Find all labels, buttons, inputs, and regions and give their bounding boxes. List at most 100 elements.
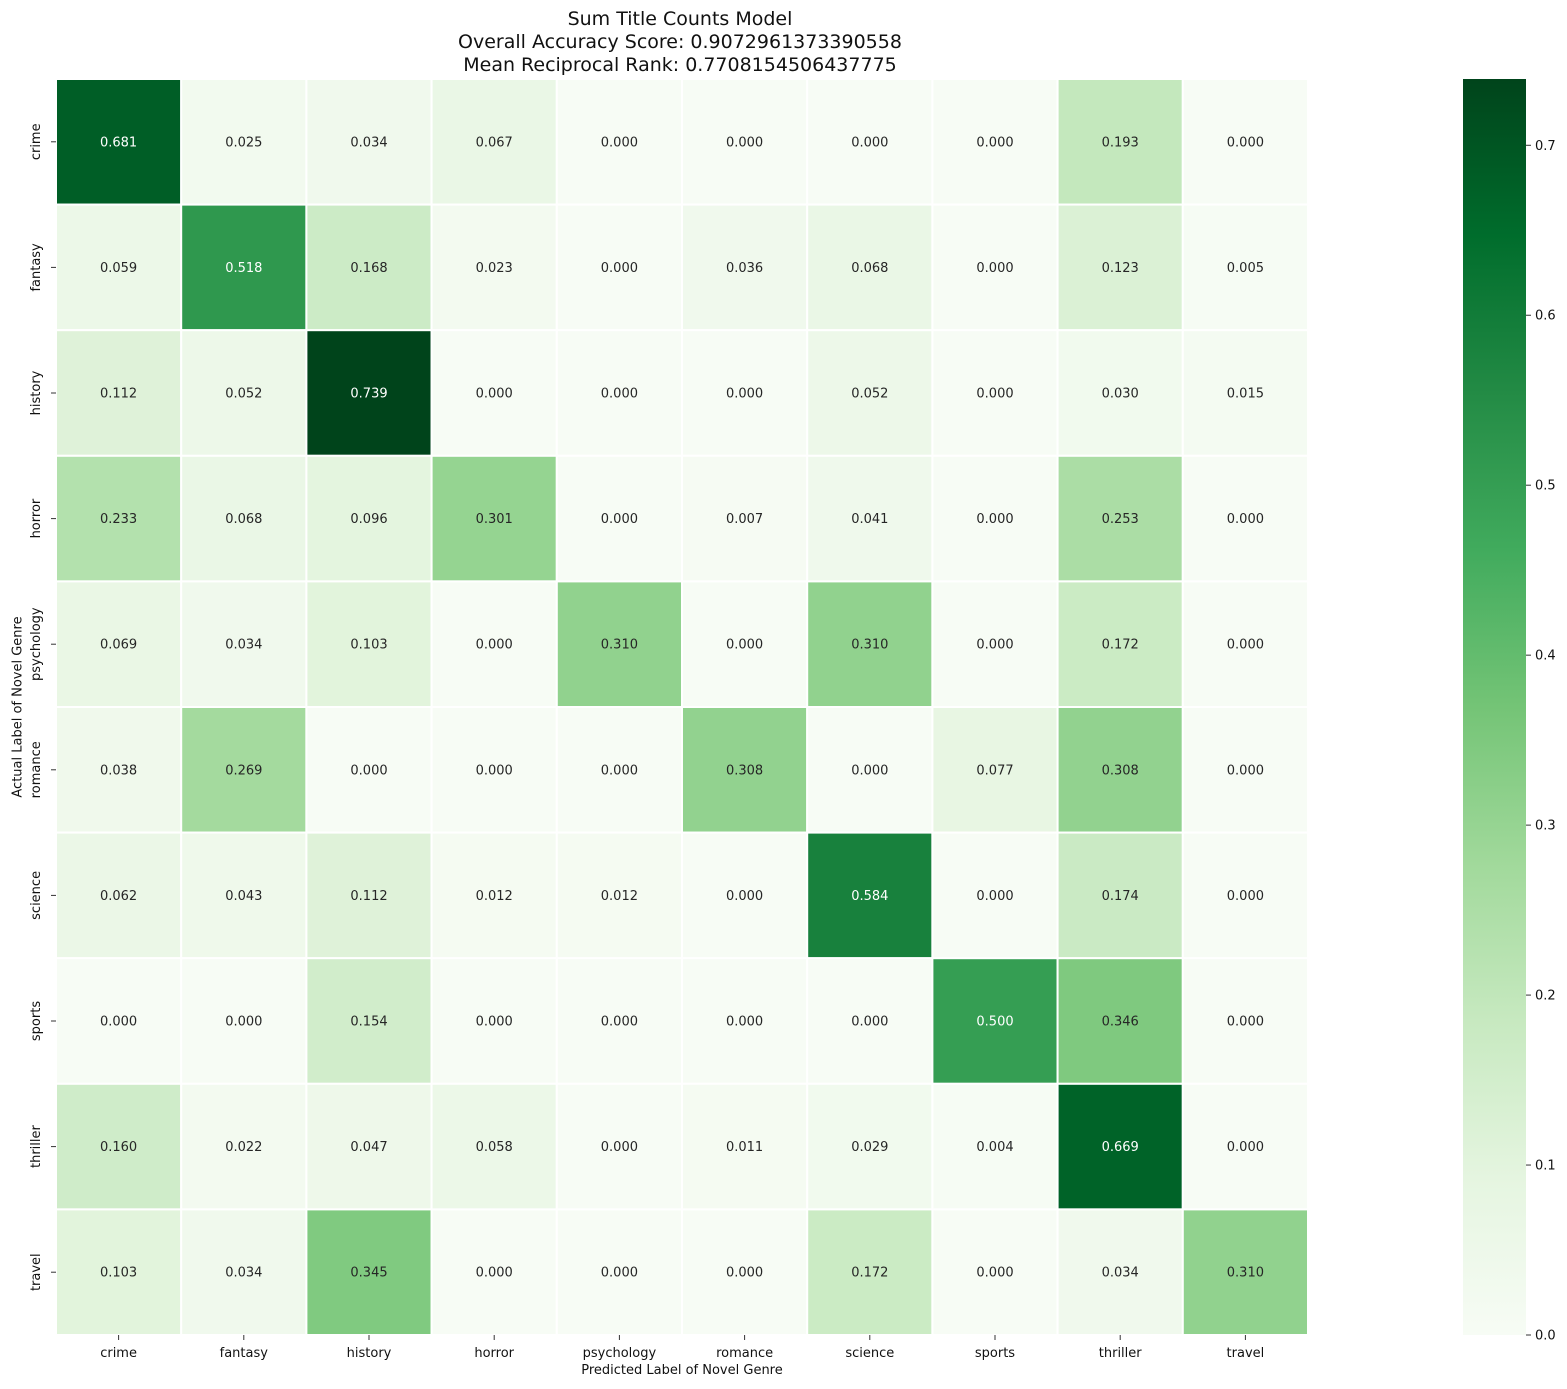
- heatmap-cell: [180, 329, 308, 457]
- heatmap-cell: [1181, 706, 1310, 834]
- cell-value-label: 0.034: [225, 1266, 262, 1281]
- cell-value-label: 0.038: [100, 763, 137, 778]
- heatmap-cell: [1056, 203, 1184, 332]
- heatmap-cell: [305, 831, 433, 960]
- heatmap-cell: [806, 831, 934, 960]
- cell-value-label: 0.000: [976, 261, 1013, 276]
- x-tick-label: fantasy: [220, 1346, 269, 1361]
- cell-value-label: 0.022: [225, 1140, 262, 1155]
- colorbar-tick-label: 0.3: [1535, 819, 1556, 834]
- cell-value-label: 0.000: [976, 1266, 1013, 1281]
- cell-value-label: 0.077: [976, 763, 1013, 778]
- x-tick-label: crime: [100, 1346, 137, 1361]
- heatmap-cell: [1181, 454, 1310, 583]
- cell-value-label: 0.034: [225, 638, 262, 653]
- cell-value-label: 0.036: [726, 261, 763, 276]
- heatmap-cell: [1056, 580, 1184, 709]
- heatmap-cell: [931, 580, 1059, 709]
- cell-value-label: 0.000: [1227, 512, 1264, 527]
- heatmap-cell: [430, 454, 558, 583]
- cell-value-label: 0.000: [601, 1015, 638, 1030]
- cell-value-label: 0.000: [726, 638, 763, 653]
- y-axis-label: Actual Label of Novel Genre: [10, 616, 26, 798]
- heatmap-cell: [180, 706, 308, 834]
- heatmap-cell: [931, 203, 1059, 332]
- heatmap-cell: [555, 203, 683, 332]
- cell-value-label: 0.269: [225, 763, 262, 778]
- heatmap-cell: [430, 329, 558, 457]
- y-tick-label: travel: [29, 1253, 44, 1291]
- heatmap-cell: [931, 454, 1059, 583]
- cell-value-label: 0.168: [350, 261, 387, 276]
- cell-value-label: 0.500: [976, 1015, 1013, 1030]
- heatmap-cell: [430, 580, 558, 709]
- heatmap-cell: [555, 78, 683, 206]
- heatmap-cell: [681, 1208, 809, 1337]
- cell-value-label: 0.103: [100, 1266, 137, 1281]
- colorbar: [1463, 79, 1526, 1335]
- cell-value-label: 0.112: [100, 387, 137, 402]
- x-tick-label: travel: [1227, 1346, 1265, 1361]
- cell-value-label: 0.015: [1227, 387, 1264, 402]
- y-tick-label: romance: [29, 741, 44, 798]
- heatmap-cell: [305, 957, 433, 1085]
- cell-value-label: 0.123: [1102, 261, 1139, 276]
- x-tick-label: romance: [716, 1346, 773, 1361]
- cell-value-label: 0.193: [1102, 135, 1139, 150]
- heatmap-cell: [55, 580, 183, 709]
- heatmap-cell: [555, 454, 683, 583]
- heatmap-cell: [180, 1082, 308, 1211]
- chart-title-line-1: Sum Title Counts Model: [567, 8, 793, 30]
- x-tick-label: psychology: [583, 1346, 657, 1361]
- heatmap-cell: [681, 1082, 809, 1211]
- heatmap-cell: [430, 706, 558, 834]
- heatmap-cell: [1181, 1208, 1310, 1337]
- cell-value-label: 0.000: [601, 387, 638, 402]
- cell-value-label: 0.669: [1102, 1140, 1139, 1155]
- colorbar-tick-label: 0.0: [1535, 1329, 1556, 1344]
- heatmap-cell: [681, 957, 809, 1085]
- cell-value-label: 0.034: [1102, 1266, 1139, 1281]
- cell-value-label: 0.052: [851, 387, 888, 402]
- cell-value-label: 0.007: [726, 512, 763, 527]
- cell-value-label: 0.000: [476, 763, 513, 778]
- cell-value-label: 0.000: [1227, 1015, 1264, 1030]
- heatmap-cell: [180, 957, 308, 1085]
- cell-value-label: 0.000: [851, 763, 888, 778]
- y-tick-label: psychology: [29, 607, 44, 681]
- heatmap-cell: [1056, 957, 1184, 1085]
- cell-value-label: 0.739: [350, 387, 387, 402]
- x-tick-label: history: [347, 1346, 392, 1361]
- cell-value-label: 0.160: [100, 1140, 137, 1155]
- heatmap-cell: [1056, 454, 1184, 583]
- cell-value-label: 0.000: [1227, 889, 1264, 904]
- y-tick-label: crime: [29, 123, 44, 160]
- cell-value-label: 0.310: [851, 638, 888, 653]
- heatmap-cell: [555, 957, 683, 1085]
- colorbar-tick-label: 0.5: [1535, 479, 1556, 494]
- heatmap-cell: [1181, 329, 1310, 457]
- cell-value-label: 0.000: [476, 387, 513, 402]
- cell-value-label: 0.000: [1227, 638, 1264, 653]
- cell-value-label: 0.012: [601, 889, 638, 904]
- cell-value-label: 0.000: [1227, 1140, 1264, 1155]
- cell-value-label: 0.000: [976, 387, 1013, 402]
- cell-value-label: 0.000: [726, 1015, 763, 1030]
- chart-title-line-2: Overall Accuracy Score: 0.90729613733905…: [458, 31, 902, 53]
- heatmap-cell: [1181, 1082, 1310, 1211]
- heatmap-cell: [806, 580, 934, 709]
- cell-value-label: 0.052: [225, 387, 262, 402]
- y-tick-label: fantasy: [29, 243, 44, 292]
- cell-value-label: 0.000: [851, 135, 888, 150]
- cell-value-label: 0.068: [225, 512, 262, 527]
- cell-value-label: 0.000: [601, 261, 638, 276]
- heatmap-cell: [55, 78, 183, 206]
- cell-value-label: 0.112: [350, 889, 387, 904]
- heatmap-cell: [305, 580, 433, 709]
- heatmap-cell: [305, 706, 433, 834]
- heatmap-cell: [1181, 203, 1310, 332]
- heatmap-cell: [1056, 329, 1184, 457]
- cell-value-label: 0.172: [1102, 638, 1139, 653]
